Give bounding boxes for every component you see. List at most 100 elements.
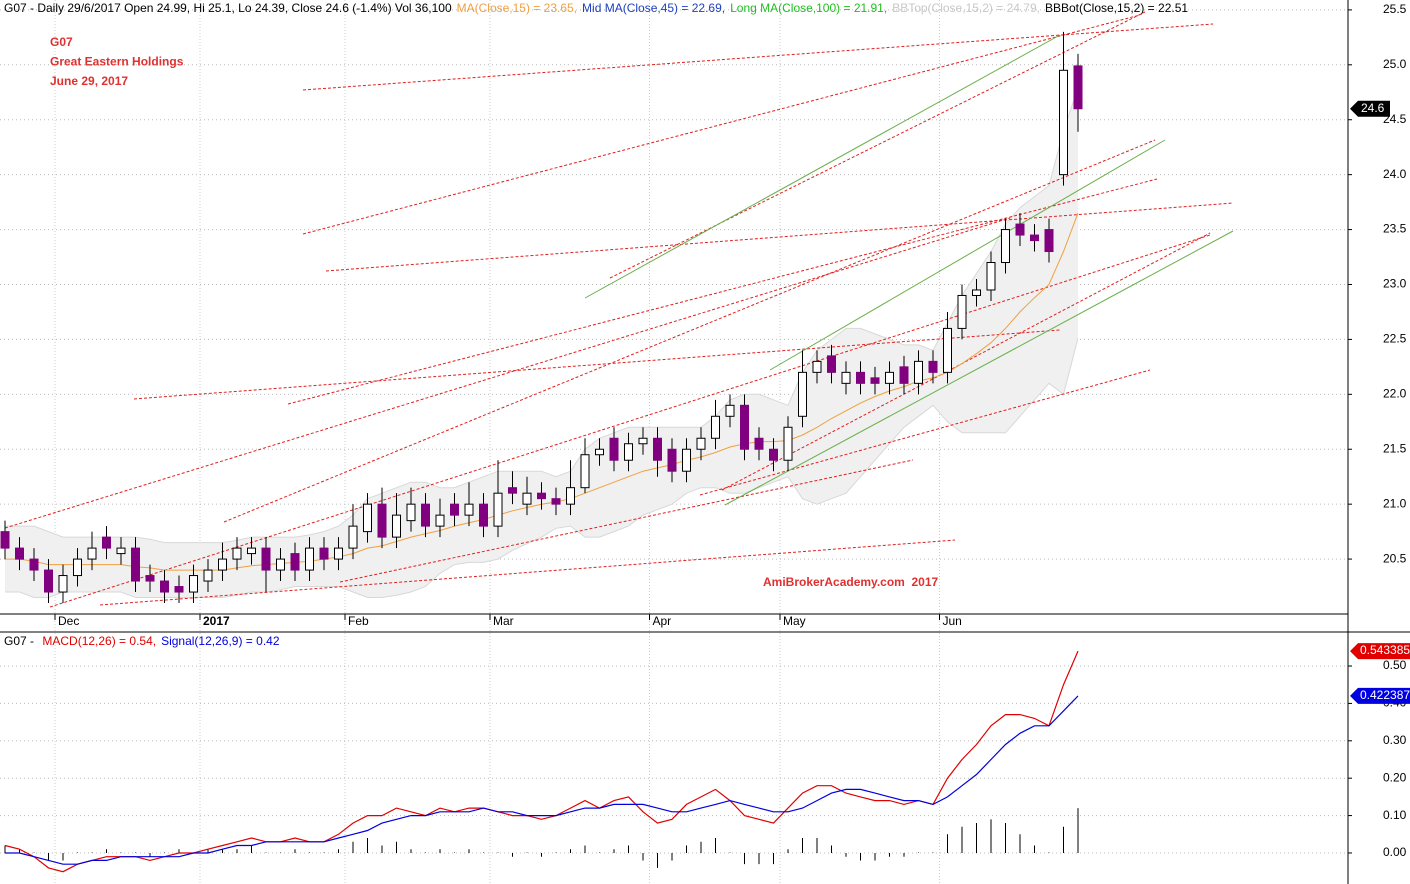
value-label-box	[1350, 687, 1410, 704]
candle-body	[812, 360, 822, 373]
candle-body	[725, 404, 735, 417]
trend-line	[721, 232, 1211, 491]
candle-body	[334, 547, 343, 560]
candle-body	[609, 437, 619, 461]
candle-body	[450, 503, 459, 516]
candle-body	[537, 492, 546, 500]
trend-line	[223, 139, 1156, 523]
candle-body	[363, 503, 372, 533]
candle-body	[232, 547, 242, 560]
channel-line	[584, 34, 1061, 299]
candle-body	[58, 575, 68, 593]
y-tick-label: 22.0	[1383, 386, 1407, 400]
candle-body	[711, 415, 720, 439]
candle-body	[377, 503, 387, 538]
candle-body	[914, 360, 923, 384]
candle-body	[696, 437, 706, 450]
candle-body	[145, 575, 155, 582]
y-tick-label: 23.0	[1383, 277, 1407, 291]
candle-body	[566, 487, 575, 505]
candle-body	[522, 492, 532, 505]
x-tick-label: Jun	[943, 614, 962, 628]
candle-body	[0, 531, 10, 549]
trend-line	[339, 459, 914, 583]
y-tick-label: 23.5	[1383, 222, 1407, 236]
annotation: June 29, 2017	[50, 74, 128, 88]
candle-body	[972, 289, 981, 296]
header: G07 - Daily 29/6/2017 Open 24.99, Hi 25.…	[4, 1, 1188, 15]
header-segment: Signal(12,26,9) = 0.42	[161, 634, 280, 648]
candle-body	[464, 503, 474, 516]
candle-body	[44, 569, 53, 593]
candle-body	[479, 503, 488, 527]
watermark: AmiBrokerAcademy.com 2017	[763, 575, 939, 589]
y-tick-label: 20.5	[1383, 551, 1407, 565]
macd-line	[4, 650, 1079, 873]
candle-body	[1001, 229, 1010, 264]
y-tick-label: 0.50	[1383, 658, 1407, 672]
header-segment: MA(Close,15) = 23.65,	[457, 1, 577, 15]
y-tick-label: 21.0	[1383, 496, 1407, 510]
candle-body	[885, 371, 894, 384]
header-segment: G07 - Daily 29/6/2017 Open 24.99, Hi 25.…	[4, 1, 452, 15]
header: G07 - MACD(12,26) = 0.54, Signal(12,26,9)…	[4, 634, 280, 648]
candle-body	[73, 558, 82, 577]
candle-body	[1015, 223, 1025, 236]
candle-body	[769, 448, 778, 461]
candle-body	[406, 503, 416, 522]
candle-body	[348, 525, 358, 549]
candle-body	[957, 294, 967, 329]
candle-body	[1059, 69, 1068, 176]
candle-body	[160, 580, 169, 593]
candle-body	[1044, 229, 1054, 253]
candle-body	[595, 448, 604, 456]
macd-line	[5, 695, 1079, 865]
last-price-label: 24.6	[1361, 101, 1385, 115]
x-tick-label: Mar	[493, 614, 514, 628]
y-tick-label: 25.5	[1383, 2, 1407, 16]
candle-body	[653, 437, 662, 461]
candle-body	[29, 558, 39, 571]
x-tick-label: Dec	[58, 614, 79, 628]
candle-body	[667, 448, 677, 472]
trend-line	[49, 234, 1211, 608]
header-segment: G07 -	[4, 634, 37, 648]
candle-body	[203, 569, 213, 582]
y-tick-label: 0.00	[1383, 845, 1407, 859]
annotation: G07	[50, 35, 73, 49]
y-tick-label: 22.5	[1383, 332, 1407, 346]
trend-line	[302, 14, 1141, 235]
candle-body	[392, 514, 401, 538]
last-price-box	[1350, 100, 1390, 117]
candle-body	[841, 371, 851, 384]
candle-body	[827, 355, 836, 373]
header-segment: Mid MA(Close,45) = 22.69,	[582, 1, 725, 15]
annotation: Great Eastern Holdings	[50, 55, 184, 69]
candle-body	[551, 498, 561, 505]
candle-body	[682, 448, 691, 472]
y-tick-label: 21.5	[1383, 441, 1407, 455]
channel-line	[724, 230, 1234, 506]
bb-top-line	[5, 87, 1079, 544]
candle-body	[435, 514, 445, 527]
candle-body	[305, 547, 314, 571]
candle-body	[87, 547, 97, 560]
x-tick-label: Feb	[348, 614, 369, 628]
candle-body	[798, 371, 807, 417]
header-segment: BBTop(Close,15,2) = 24.79,	[892, 1, 1040, 15]
candle-body	[290, 553, 300, 571]
candle-body	[638, 437, 648, 445]
x-tick-label: May	[783, 614, 806, 628]
candle-body	[856, 371, 865, 384]
trend-line	[609, 11, 1146, 279]
y-tick-label: 0.10	[1383, 808, 1407, 822]
candle-body	[943, 327, 952, 373]
candle-body	[131, 547, 140, 582]
candle-body	[928, 360, 938, 373]
bb-fill	[5, 87, 1078, 598]
candle-body	[740, 404, 749, 450]
trend-line	[99, 539, 956, 606]
trend-line	[302, 23, 1214, 91]
